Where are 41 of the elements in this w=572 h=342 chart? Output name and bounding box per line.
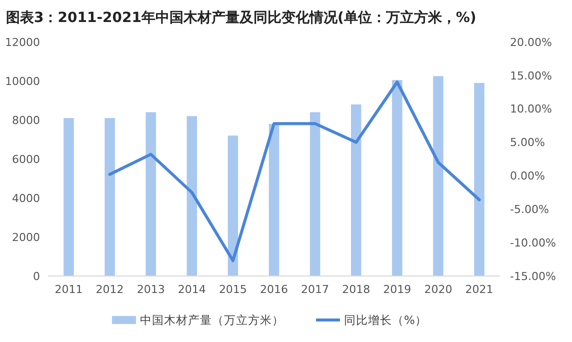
- y-tick-label: 6000: [12, 152, 40, 166]
- bar: [228, 136, 238, 276]
- x-tick-label: 2020: [424, 283, 452, 296]
- y-tick-label: 2000: [12, 230, 40, 244]
- x-tick-label: 2015: [218, 283, 247, 296]
- x-tick-label: 2016: [260, 283, 288, 296]
- bar: [433, 76, 444, 276]
- y-tick-label: 10000: [5, 74, 40, 88]
- x-tick-label: 2021: [465, 283, 494, 296]
- bar: [104, 118, 115, 276]
- bar: [268, 124, 280, 276]
- x-tick-label: 2014: [178, 283, 206, 296]
- x-tick-label: 2013: [136, 283, 165, 296]
- y-tick-label: 8000: [12, 114, 40, 127]
- x-tick-label: 2018: [342, 283, 370, 296]
- y2-tick-label: 0.00%: [510, 170, 545, 183]
- legend-label: 同比增长（%）: [344, 313, 427, 328]
- bar: [310, 112, 320, 276]
- y2-tick-label: 15.00%: [510, 69, 552, 82]
- y2-tick-label: -5.00%: [510, 202, 549, 216]
- y2-tick-label: 5.00%: [510, 136, 545, 150]
- y-tick-label: 0: [33, 270, 40, 283]
- y2-tick-label: -15.00%: [510, 270, 556, 283]
- bar: [350, 104, 362, 276]
- x-tick-label: 2011: [54, 283, 83, 296]
- x-tick-label: 2017: [301, 283, 330, 296]
- y2-tick-label: 20.00%: [510, 36, 552, 49]
- bar: [146, 112, 156, 276]
- y-tick-label: 4000: [12, 192, 40, 205]
- bar: [392, 80, 402, 276]
- chart-title: 图表3：2011-2021年中国木材产量及同比变化情况(单位：万立方米，%): [6, 9, 476, 26]
- bar: [186, 116, 198, 276]
- bar: [474, 82, 484, 276]
- x-tick-label: 2012: [96, 283, 124, 296]
- y-tick-label: 12000: [5, 36, 40, 49]
- legend-label: 中国木材产量（万立方米）: [140, 313, 284, 328]
- x-tick-label: 2019: [383, 283, 412, 296]
- bar: [64, 118, 74, 276]
- y2-tick-label: 10.00%: [510, 102, 552, 116]
- line-series: [108, 80, 481, 262]
- y2-tick-label: -10.00%: [510, 236, 556, 250]
